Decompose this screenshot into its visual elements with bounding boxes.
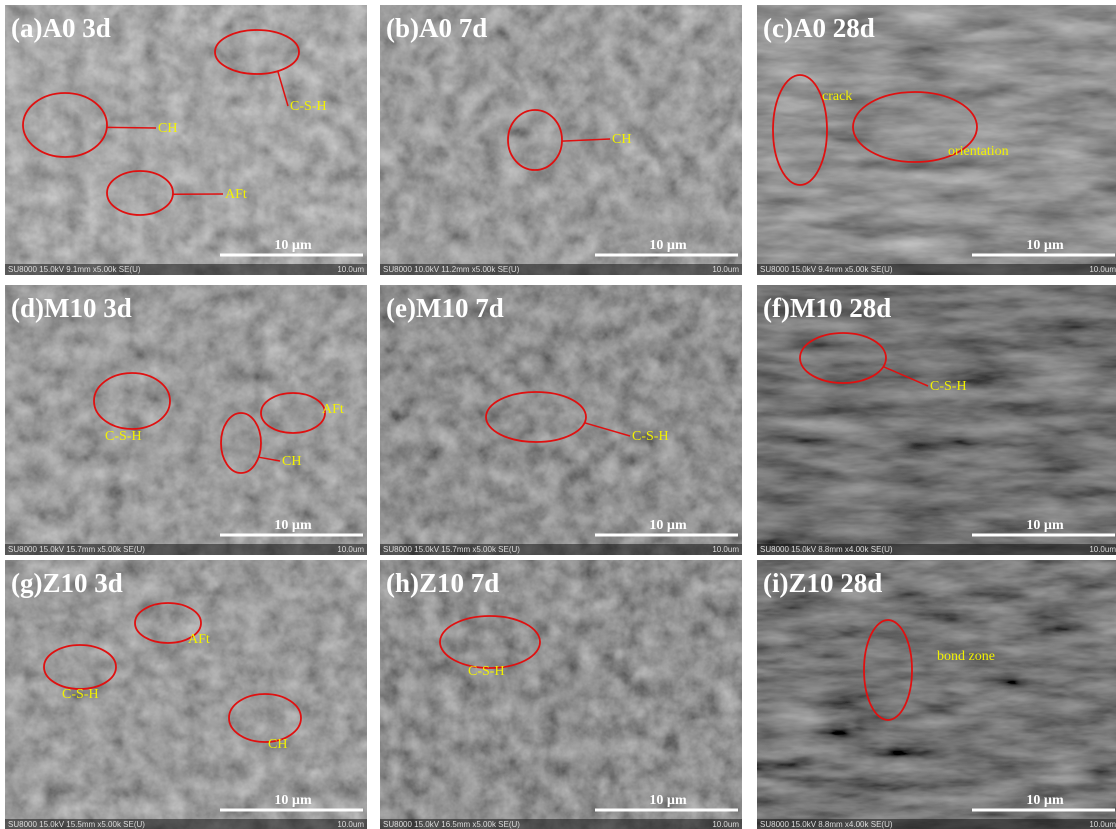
sem-panel: (i)Z10 28d bond zone 10 µm SU8000 15.0kV 8.… bbox=[757, 560, 1116, 829]
sem-panel: (d)M10 3d C-S-H AFt CH 10 µm SU8000 15.0kV 15… bbox=[5, 285, 367, 555]
info-scale: 10.0um bbox=[1089, 820, 1116, 829]
sem-panel: (f)M10 28d C-S-H 10 µm SU8000 15.0kV 8.8mm … bbox=[757, 285, 1116, 555]
sem-panel: (c)A0 28d crack orientation 10 µm SU8000 15.… bbox=[757, 5, 1116, 275]
scale-bar-label: 10 µm bbox=[274, 518, 312, 533]
annotation-label: CH bbox=[612, 132, 631, 147]
panel-label: (g)Z10 3d bbox=[11, 568, 123, 598]
info-text: SU8000 15.0kV 8.8mm x4.00k SE(U) bbox=[760, 545, 893, 554]
info-scale: 10.0um bbox=[712, 545, 739, 554]
sem-panel: (e)M10 7d C-S-H 10 µm SU8000 15.0kV 15.7mm … bbox=[380, 285, 742, 555]
annotation-label: C-S-H bbox=[290, 99, 327, 114]
sem-image bbox=[380, 285, 742, 555]
scale-bar-label: 10 µm bbox=[274, 238, 312, 253]
annotation-label: C-S-H bbox=[62, 687, 99, 702]
annotation-label: AFt bbox=[322, 402, 344, 417]
page: {"panels": [ {"label": "(a)A0 3d", "anno… bbox=[0, 0, 1116, 829]
sem-image bbox=[380, 560, 742, 829]
sem-panel: (b)A0 7d CH 10 µm SU8000 10.0kV 11.2mm x5.0… bbox=[380, 5, 742, 275]
annotation-label: C-S-H bbox=[468, 664, 505, 679]
info-text: SU8000 15.0kV 9.4mm x5.00k SE(U) bbox=[760, 265, 893, 274]
annotation-label: crack bbox=[822, 89, 852, 104]
annotation-label: C-S-H bbox=[105, 429, 142, 444]
scale-bar-label: 10 µm bbox=[649, 238, 687, 253]
panel-label: (b)A0 7d bbox=[386, 13, 487, 43]
annotation-label: AFt bbox=[225, 187, 247, 202]
annotation-label: orientation bbox=[948, 144, 1009, 159]
scale-bar-label: 10 µm bbox=[1026, 238, 1064, 253]
annotation-label: C-S-H bbox=[632, 429, 669, 444]
scale-bar-label: 10 µm bbox=[1026, 518, 1064, 533]
scale-bar-label: 10 µm bbox=[274, 793, 312, 808]
sem-image bbox=[5, 285, 367, 555]
info-scale: 10.0um bbox=[712, 820, 739, 829]
sem-panel: (h)Z10 7d C-S-H 10 µm SU8000 15.0kV 16.5mm … bbox=[380, 560, 742, 829]
panel-label: (i)Z10 28d bbox=[763, 568, 882, 598]
info-text: SU8000 10.0kV 11.2mm x5.00k SE(U) bbox=[383, 265, 520, 274]
panel-label: (f)M10 28d bbox=[763, 293, 891, 323]
info-text: SU8000 15.0kV 16.5mm x5.00k SE(U) bbox=[383, 820, 520, 829]
annotation-label: CH bbox=[158, 121, 177, 136]
sem-panel: (g)Z10 3d AFt C-S-H CH 10 µm SU8000 15.0kV 15… bbox=[5, 560, 367, 829]
panel-label: (h)Z10 7d bbox=[386, 568, 499, 598]
info-text: SU8000 15.0kV 8.8mm x4.00k SE(U) bbox=[760, 820, 893, 829]
info-scale: 10.0um bbox=[337, 545, 364, 554]
info-scale: 10.0um bbox=[1089, 265, 1116, 274]
panel-label: (a)A0 3d bbox=[11, 13, 111, 43]
annotation-label: CH bbox=[268, 737, 287, 752]
scale-bar-label: 10 µm bbox=[649, 518, 687, 533]
panel-label: (e)M10 7d bbox=[386, 293, 504, 323]
scale-bar-label: 10 µm bbox=[1026, 793, 1064, 808]
scale-bar-label: 10 µm bbox=[649, 793, 687, 808]
info-scale: 10.0um bbox=[712, 265, 739, 274]
info-text: SU8000 15.0kV 15.5mm x5.00k SE(U) bbox=[8, 820, 145, 829]
annotation-label: bond zone bbox=[937, 649, 995, 664]
annotation-label: AFt bbox=[188, 632, 210, 647]
info-scale: 10.0um bbox=[337, 820, 364, 829]
sem-image bbox=[757, 285, 1116, 555]
sem-image bbox=[5, 5, 367, 275]
info-text: SU8000 15.0kV 15.7mm x5.00k SE(U) bbox=[8, 545, 145, 554]
sem-image bbox=[5, 560, 367, 829]
figure: (a)A0 3d C-S-H CH AFt 10 µm SU8000 15.0kV 9.1… bbox=[0, 0, 1116, 829]
info-scale: 10.0um bbox=[1089, 545, 1116, 554]
info-text: SU8000 15.0kV 9.1mm x5.00k SE(U) bbox=[8, 265, 141, 274]
info-scale: 10.0um bbox=[337, 265, 364, 274]
leader-line bbox=[107, 127, 156, 128]
info-text: SU8000 15.0kV 15.7mm x5.00k SE(U) bbox=[383, 545, 520, 554]
sem-image bbox=[757, 5, 1116, 275]
panel-label: (c)A0 28d bbox=[763, 13, 875, 43]
annotation-label: CH bbox=[282, 454, 301, 469]
sem-image bbox=[380, 5, 742, 275]
annotation-label: C-S-H bbox=[930, 379, 967, 394]
panel-label: (d)M10 3d bbox=[11, 293, 132, 323]
sem-panel: (a)A0 3d C-S-H CH AFt 10 µm SU8000 15.0kV 9.1… bbox=[5, 5, 367, 275]
sem-image bbox=[757, 560, 1116, 829]
